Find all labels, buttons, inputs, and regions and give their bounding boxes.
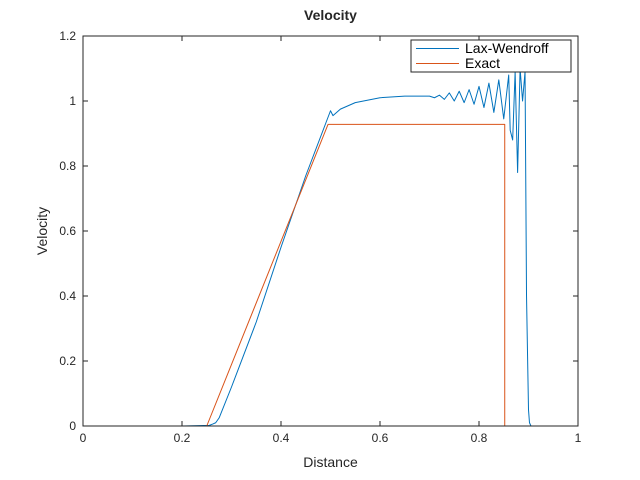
y-tick-label: 0.4 — [59, 289, 76, 303]
x-tick-label: 0.6 — [372, 431, 389, 445]
legend-label-lax-wendroff: Lax-Wendroff — [465, 40, 549, 56]
x-axis-label: Distance — [303, 454, 358, 470]
y-tick-label: 1.2 — [59, 29, 76, 43]
legend-label-exact: Exact — [465, 55, 500, 71]
x-tick-label: 1 — [575, 431, 582, 445]
chart-title: Velocity — [304, 7, 357, 23]
axes-layer: 0 0.2 0.4 0.6 0.8 1 0 0.2 0.4 0.6 0.8 1 1.2 — [59, 29, 581, 445]
y-tick-label: 0.6 — [59, 224, 76, 238]
y-tick-label: 0 — [69, 419, 76, 433]
y-tick-label: 0.8 — [59, 159, 76, 173]
y-tick-label: 0.2 — [59, 354, 76, 368]
plot-area — [83, 36, 578, 426]
legend-box — [410, 39, 572, 73]
x-tick-label: 0.2 — [174, 431, 191, 445]
legend: Lax-Wendroff Exact — [410, 39, 572, 73]
y-axis-label: Velocity — [34, 207, 50, 255]
y-tick-label: 1 — [69, 94, 76, 108]
x-tick-label: 0 — [80, 431, 87, 445]
x-tick-label: 0.8 — [471, 431, 488, 445]
x-tick-label: 0.4 — [273, 431, 290, 445]
series-line-lax-wendroff — [83, 68, 578, 427]
